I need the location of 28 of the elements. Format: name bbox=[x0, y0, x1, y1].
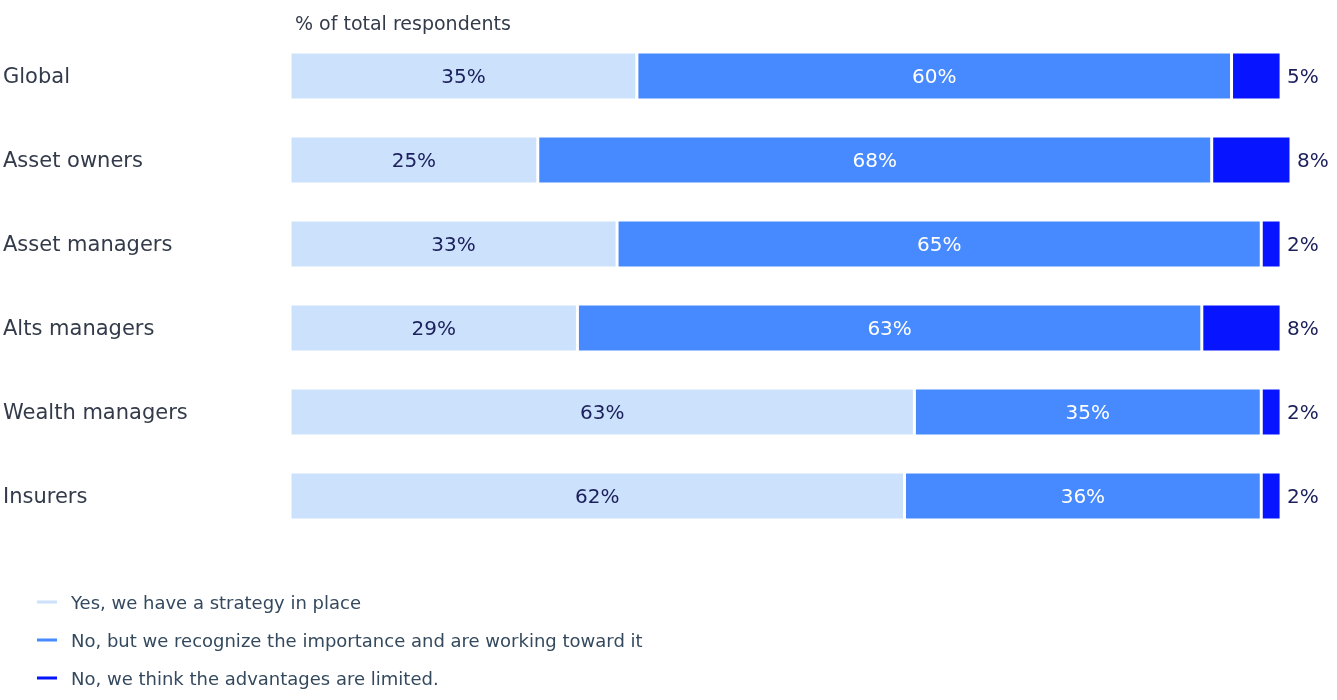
data-label: 2% bbox=[1287, 484, 1319, 508]
data-label: 8% bbox=[1287, 316, 1319, 340]
y-tick-label: Asset managers bbox=[3, 232, 173, 256]
legend-label: Yes, we have a strategy in place bbox=[70, 591, 362, 613]
chart-title: % of total respondents bbox=[295, 11, 511, 34]
data-label: 35% bbox=[441, 64, 486, 88]
data-label: 2% bbox=[1287, 400, 1319, 424]
data-label: 68% bbox=[852, 148, 897, 172]
data-label: 8% bbox=[1297, 148, 1329, 172]
y-tick-label: Wealth managers bbox=[3, 400, 188, 424]
data-label: 63% bbox=[867, 316, 912, 340]
legend-label: No, we think the advantages are limited. bbox=[71, 667, 439, 689]
data-label: 65% bbox=[916, 232, 962, 256]
data-label: 5% bbox=[1287, 64, 1319, 88]
y-tick-label: Insurers bbox=[3, 484, 88, 508]
data-label: 2% bbox=[1287, 232, 1319, 256]
data-label: 29% bbox=[411, 316, 456, 340]
y-tick-label: Asset owners bbox=[3, 148, 143, 172]
data-label: 35% bbox=[1065, 400, 1111, 424]
legend-label: No, but we recognize the importance and are working toward it bbox=[71, 629, 643, 651]
data-label: 33% bbox=[431, 232, 476, 256]
data-label: 62% bbox=[575, 484, 620, 508]
data-label: 60% bbox=[911, 64, 957, 88]
data-label: 63% bbox=[579, 400, 625, 424]
y-tick-label: Alts managers bbox=[3, 316, 155, 340]
data-label: 25% bbox=[391, 148, 437, 172]
y-tick-label: Global bbox=[3, 64, 70, 88]
data-label: 36% bbox=[1060, 484, 1106, 508]
